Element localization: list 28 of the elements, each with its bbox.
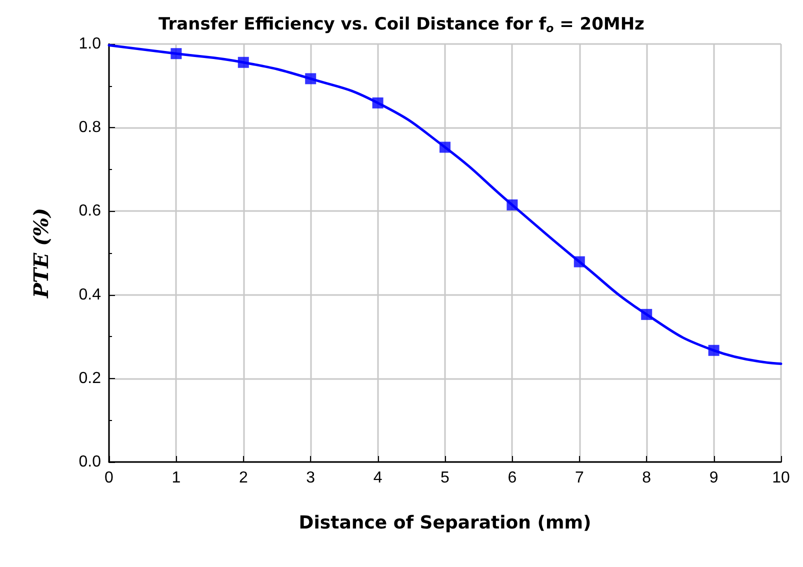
x-tick-label: 7 bbox=[574, 470, 584, 486]
point bbox=[238, 56, 249, 68]
x-tick-label: 0 bbox=[104, 470, 114, 486]
x-tick-label: 2 bbox=[238, 470, 248, 486]
y-tick-label: 0.4 bbox=[78, 286, 102, 304]
point bbox=[708, 344, 720, 356]
x-tick-label: 5 bbox=[440, 470, 450, 486]
point bbox=[506, 199, 518, 210]
y-tick-label: 0.2 bbox=[78, 370, 102, 387]
y-tick-label: 0.8 bbox=[78, 119, 102, 136]
x-tick-label: 3 bbox=[306, 470, 316, 486]
point bbox=[641, 308, 652, 320]
point bbox=[170, 48, 182, 60]
x-axis-title: Distance of Separation (mm) bbox=[298, 512, 592, 534]
y-tick-label: 1.0 bbox=[78, 36, 102, 52]
point bbox=[440, 142, 450, 153]
y-tick-label: 0.6 bbox=[78, 202, 102, 220]
x-tick-label: 1 bbox=[172, 470, 181, 486]
y-tick-label: 0.0 bbox=[78, 454, 102, 470]
point bbox=[372, 97, 384, 108]
x-tick-label: 4 bbox=[373, 470, 382, 486]
x-tick-label: 8 bbox=[642, 470, 652, 486]
x-tick-label: 9 bbox=[709, 470, 718, 486]
point bbox=[305, 73, 316, 84]
y-axis-title: PTE (%) bbox=[29, 208, 53, 300]
x-tick-label: 10 bbox=[772, 470, 790, 486]
x-tick-label: 6 bbox=[508, 470, 517, 486]
point bbox=[574, 256, 585, 268]
